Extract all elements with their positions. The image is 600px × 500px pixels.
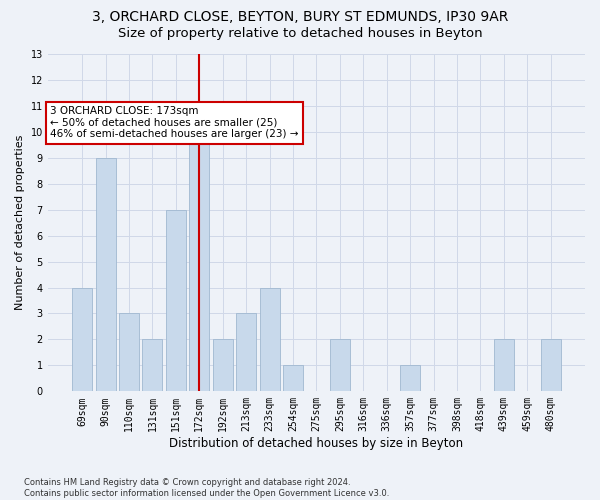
Bar: [190, 106, 209, 392]
Y-axis label: Number of detached properties: Number of detached properties: [15, 135, 25, 310]
Text: 3 ORCHARD CLOSE: 173sqm
← 50% of detached houses are smaller (25)
46% of semi-de: 3 ORCHARD CLOSE: 173sqm ← 50% of detache…: [50, 106, 299, 140]
Bar: [494, 340, 514, 392]
Bar: [541, 340, 560, 392]
X-axis label: Distribution of detached houses by size in Beyton: Distribution of detached houses by size …: [169, 437, 463, 450]
Text: 3, ORCHARD CLOSE, BEYTON, BURY ST EDMUNDS, IP30 9AR: 3, ORCHARD CLOSE, BEYTON, BURY ST EDMUND…: [92, 10, 508, 24]
Bar: [213, 340, 233, 392]
Text: Contains HM Land Registry data © Crown copyright and database right 2024.
Contai: Contains HM Land Registry data © Crown c…: [24, 478, 389, 498]
Bar: [400, 366, 420, 392]
Bar: [119, 314, 139, 392]
Bar: [142, 340, 163, 392]
Bar: [330, 340, 350, 392]
Bar: [166, 210, 186, 392]
Bar: [236, 314, 256, 392]
Bar: [260, 288, 280, 392]
Bar: [283, 366, 303, 392]
Text: Size of property relative to detached houses in Beyton: Size of property relative to detached ho…: [118, 28, 482, 40]
Bar: [95, 158, 116, 392]
Bar: [72, 288, 92, 392]
